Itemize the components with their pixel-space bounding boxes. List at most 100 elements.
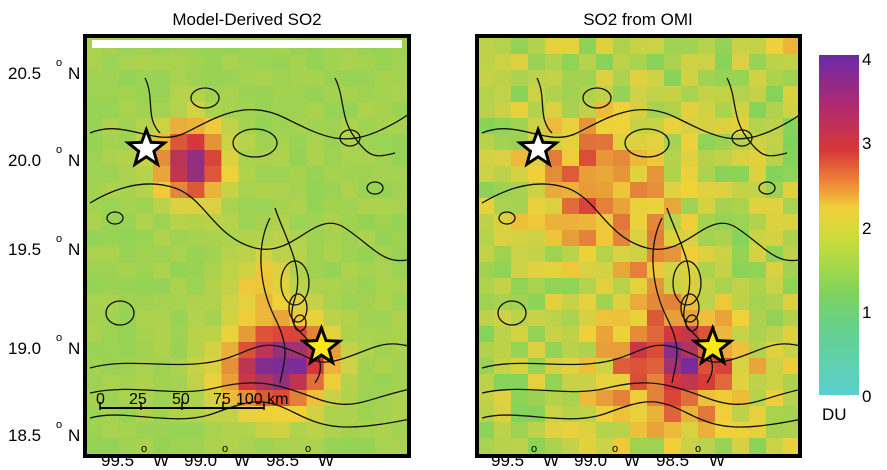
heatmap-cell <box>340 70 359 87</box>
heatmap-cell <box>187 54 205 71</box>
contour-loop <box>105 300 135 326</box>
heatmap-cell <box>374 262 393 279</box>
heatmap-cell <box>187 358 205 375</box>
lat-suffix: N <box>68 151 80 170</box>
heatmap-cell <box>170 102 188 119</box>
heatmap-cell <box>221 198 240 215</box>
heatmap-cell <box>562 422 580 439</box>
heatmap-cell <box>170 198 188 215</box>
heatmap-cell <box>153 390 171 407</box>
heatmap-cell <box>477 102 495 119</box>
heatmap-cell <box>238 198 257 215</box>
heatmap-cell <box>255 86 274 103</box>
heatmap-cell <box>153 246 171 263</box>
heatmap-cell <box>681 294 699 311</box>
heatmap-cell <box>494 214 512 231</box>
lat-tick-label: 20.5 <box>8 64 41 83</box>
heatmap-cell <box>545 342 563 359</box>
heatmap-cell <box>732 134 750 151</box>
heatmap-cell <box>630 86 648 103</box>
heatmap-cell <box>204 150 223 167</box>
heatmap-cell <box>477 310 495 327</box>
heatmap-cell <box>783 374 800 391</box>
heatmap-cell <box>391 86 409 103</box>
heatmap-cell <box>136 294 154 311</box>
heatmap-cell <box>783 358 800 375</box>
heatmap-cell <box>136 230 154 247</box>
heatmap-cell <box>238 54 257 71</box>
contour-loop <box>106 211 124 225</box>
contour-loop <box>731 129 753 147</box>
degree-mark: o <box>56 419 62 431</box>
heatmap-cell <box>136 182 154 199</box>
heatmap-cell <box>221 118 240 135</box>
heatmap-cell <box>562 326 580 343</box>
heatmap-cell <box>511 182 529 199</box>
heatmap-cell <box>749 326 767 343</box>
heatmap-cell <box>340 86 359 103</box>
heatmap-cell <box>596 246 614 263</box>
heatmap-cell <box>613 326 631 343</box>
heatmap-cell <box>664 86 682 103</box>
heatmap-cell <box>766 278 784 295</box>
heatmap-cell <box>664 438 682 454</box>
heatmap-cell <box>783 246 800 263</box>
heatmap-cell <box>374 310 393 327</box>
heatmap-cell <box>783 230 800 247</box>
heatmap-cell <box>153 358 171 375</box>
heatmap-cell <box>102 422 120 439</box>
heatmap-cell <box>494 374 512 391</box>
heatmap-cell <box>170 86 188 103</box>
heatmap-cell <box>630 166 648 183</box>
heatmap-cell <box>153 118 171 135</box>
heatmap-cell <box>613 198 631 215</box>
heatmap-cell <box>613 70 631 87</box>
heatmap-cell <box>102 198 120 215</box>
heatmap-cell <box>272 86 291 103</box>
heatmap-cell <box>272 70 291 87</box>
heatmap-cell <box>289 214 308 231</box>
heatmap-cell <box>255 310 274 327</box>
heatmap-cell <box>221 342 240 359</box>
degree-mark: o <box>695 443 701 455</box>
heatmap-cell <box>732 278 750 295</box>
heatmap-cell <box>255 294 274 311</box>
heatmap-cell <box>511 422 529 439</box>
heatmap-cell <box>255 246 274 263</box>
heatmap-cell <box>664 182 682 199</box>
heatmap-cell <box>102 326 120 343</box>
heatmap-cell <box>85 374 103 391</box>
heatmap-cell <box>545 166 563 183</box>
heatmap-cell <box>715 182 733 199</box>
contour-loop <box>624 128 670 158</box>
heatmap-cell <box>732 390 750 407</box>
heatmap-cell <box>511 326 529 343</box>
heatmap-cell <box>374 134 393 151</box>
lon-suffix: W <box>624 451 640 470</box>
heatmap-cell <box>306 150 325 167</box>
heatmap-cell <box>204 294 223 311</box>
heatmap-cell <box>630 198 648 215</box>
heatmap-cell <box>153 86 171 103</box>
heatmap-cell <box>477 134 495 151</box>
heatmap-cell <box>613 38 631 55</box>
heatmap-cell <box>204 310 223 327</box>
heatmap-cell <box>596 310 614 327</box>
yellow-star-marker <box>690 323 735 366</box>
heatmap-cell <box>749 422 767 439</box>
heatmap-cell <box>391 102 409 119</box>
heatmap-cell <box>715 310 733 327</box>
lat-suffix: N <box>68 339 80 358</box>
heatmap-cell <box>715 54 733 71</box>
heatmap-cell <box>187 230 205 247</box>
heatmap-cell <box>221 390 240 407</box>
heatmap-cell <box>664 406 682 423</box>
heatmap-cell <box>340 406 359 423</box>
heatmap-cell <box>272 54 291 71</box>
heatmap-cell <box>613 342 631 359</box>
heatmap-cell <box>221 102 240 119</box>
heatmap-cell <box>766 150 784 167</box>
heatmap-cell <box>613 278 631 295</box>
heatmap-cell <box>272 406 291 423</box>
heatmap-cell <box>391 54 409 71</box>
